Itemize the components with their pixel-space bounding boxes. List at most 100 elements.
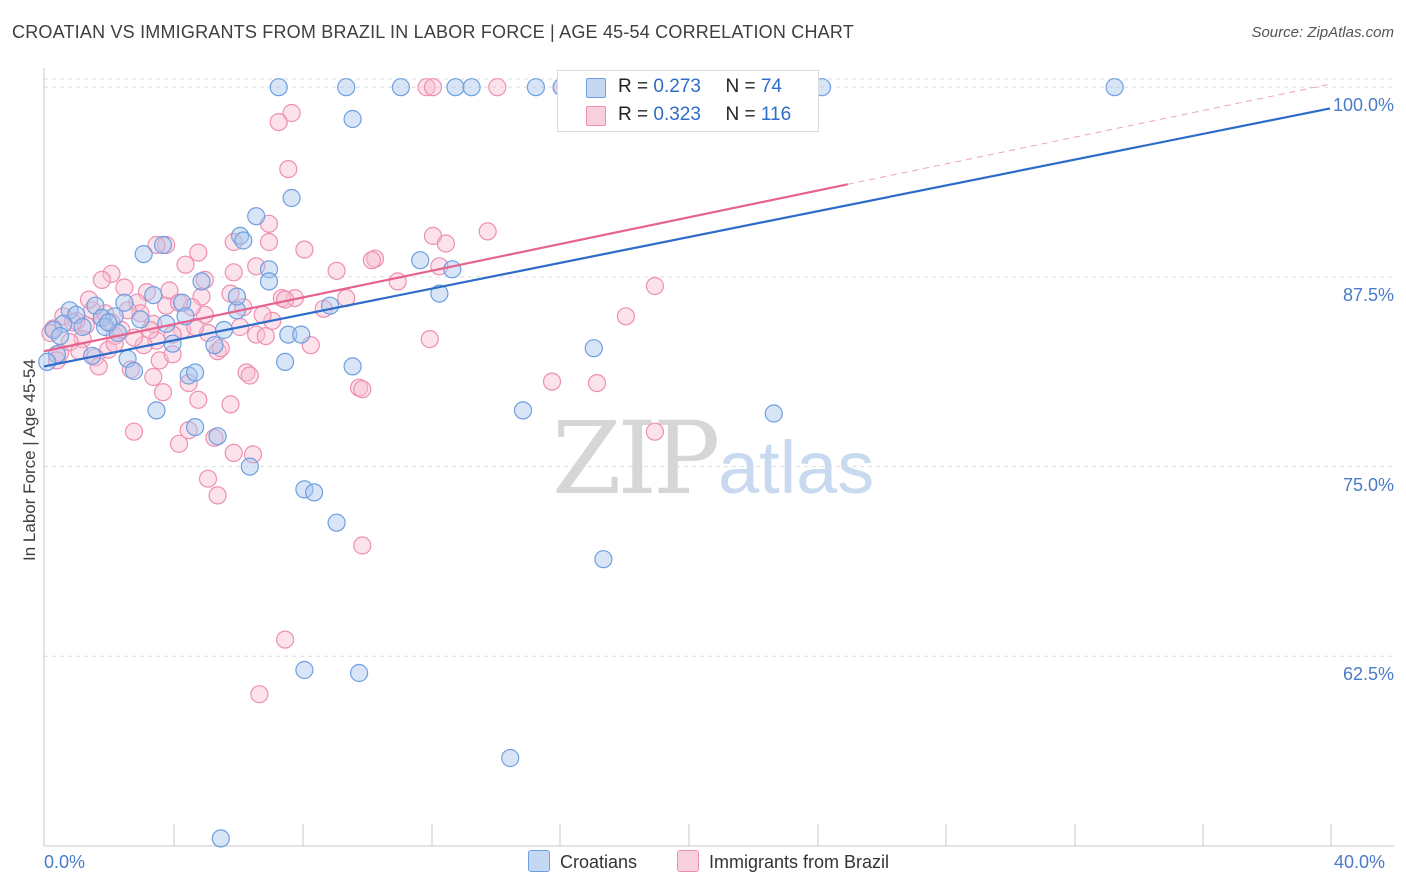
- legend-label-brazil: Immigrants from Brazil: [709, 852, 890, 872]
- point-brazil: [237, 363, 256, 382]
- point-brazil: [115, 278, 134, 297]
- point-croatians: [343, 109, 362, 129]
- point-croatians: [234, 231, 253, 250]
- point-croatians: [240, 457, 259, 476]
- point-croatians: [391, 78, 410, 97]
- source-credit: Source: ZipAtlas.com: [1251, 24, 1394, 41]
- point-brazil: [41, 323, 60, 343]
- point-croatians: [153, 235, 173, 255]
- point-brazil: [295, 240, 314, 259]
- point-brazil: [282, 103, 301, 123]
- point-croatians: [38, 352, 57, 371]
- point-brazil: [478, 222, 497, 241]
- point-croatians: [50, 327, 70, 346]
- point-croatians: [327, 513, 346, 532]
- point-croatians: [321, 296, 340, 315]
- point-croatians: [343, 357, 362, 376]
- chart-title: CROATIAN VS IMMIGRANTS FROM BRAZIL IN LA…: [12, 22, 854, 42]
- legend-swatch-brazil: [586, 106, 606, 126]
- point-croatians: [276, 352, 295, 371]
- point-brazil: [279, 160, 298, 179]
- point-brazil: [189, 243, 208, 262]
- point-brazil: [645, 422, 665, 441]
- point-brazil: [198, 469, 218, 488]
- point-brazil: [276, 630, 295, 649]
- legend-item-brazil: Immigrants from Brazil: [677, 850, 890, 874]
- data-points: [38, 78, 1124, 848]
- point-brazil: [163, 345, 182, 364]
- legend-swatch-croatians: [586, 78, 606, 98]
- legend-row-croatians: R = 0.273 N = 74: [618, 76, 782, 98]
- point-croatians: [115, 293, 134, 312]
- point-croatians: [247, 207, 266, 226]
- point-brazil: [247, 325, 266, 344]
- point-croatians: [411, 251, 430, 270]
- point-croatians: [211, 829, 230, 848]
- point-brazil: [250, 685, 269, 704]
- point-brazil: [420, 330, 439, 349]
- trend-line-brazil-extension: [847, 83, 1331, 185]
- point-croatians: [292, 325, 311, 344]
- point-brazil: [616, 307, 636, 326]
- y-tick-label: 75.0%: [1342, 474, 1394, 495]
- y-axis-label: In Labor Force | Age 45-54: [20, 359, 39, 561]
- point-brazil: [221, 395, 240, 414]
- point-brazil: [542, 372, 562, 391]
- point-brazil: [102, 264, 121, 283]
- point-croatians: [269, 78, 288, 97]
- point-brazil: [92, 270, 112, 289]
- point-croatians: [192, 272, 211, 291]
- legend-r-label: R =: [618, 76, 654, 97]
- legend-r-label: R =: [618, 104, 654, 125]
- point-brazil: [124, 422, 144, 441]
- point-croatians: [501, 748, 520, 768]
- x-tick-label-max: 40.0%: [1334, 852, 1386, 872]
- point-croatians: [134, 245, 153, 264]
- point-brazil: [147, 235, 166, 255]
- point-croatians: [73, 317, 92, 337]
- point-brazil: [488, 78, 507, 97]
- correlation-legend: R = 0.273 N = 74 R = 0.323 N = 116: [557, 70, 819, 132]
- legend-n-value: 74: [760, 76, 782, 97]
- point-brazil: [169, 434, 189, 453]
- point-brazil: [189, 390, 208, 409]
- point-croatians: [124, 361, 144, 381]
- point-brazil: [256, 327, 275, 346]
- point-croatians: [584, 339, 603, 358]
- point-brazil: [224, 263, 243, 282]
- point-croatians: [350, 663, 369, 683]
- point-croatians: [208, 427, 227, 446]
- x-tick-label-min: 0.0%: [44, 852, 86, 872]
- point-brazil: [259, 232, 279, 252]
- point-brazil: [89, 357, 108, 376]
- point-croatians: [259, 272, 279, 291]
- point-croatians: [163, 334, 182, 353]
- point-brazil: [205, 428, 224, 447]
- y-tick-label: 87.5%: [1342, 284, 1394, 305]
- legend-n-label: N =: [725, 76, 761, 97]
- point-croatians: [227, 287, 246, 306]
- point-brazil: [353, 380, 372, 399]
- legend-r-value: 0.323: [653, 104, 701, 125]
- point-croatians: [186, 363, 205, 382]
- y-tick-label: 62.5%: [1342, 664, 1394, 685]
- point-brazil: [423, 78, 443, 97]
- point-croatians: [295, 660, 314, 680]
- point-croatians: [173, 293, 192, 312]
- legend-label-croatians: Croatians: [560, 852, 638, 872]
- legend-n-value: 116: [760, 104, 792, 125]
- point-brazil: [144, 367, 163, 387]
- point-croatians: [594, 550, 613, 569]
- point-croatians: [513, 401, 533, 420]
- trend-line-brazil: [43, 183, 848, 353]
- point-croatians: [764, 404, 783, 423]
- trend-line-croatians: [43, 107, 1331, 368]
- legend-r-value: 0.273: [653, 76, 701, 97]
- point-brazil: [645, 276, 665, 296]
- point-croatians: [305, 483, 324, 502]
- watermark-zip: ZIP: [552, 400, 720, 517]
- point-croatians: [131, 310, 150, 329]
- point-brazil: [417, 78, 436, 97]
- point-croatians: [443, 260, 462, 279]
